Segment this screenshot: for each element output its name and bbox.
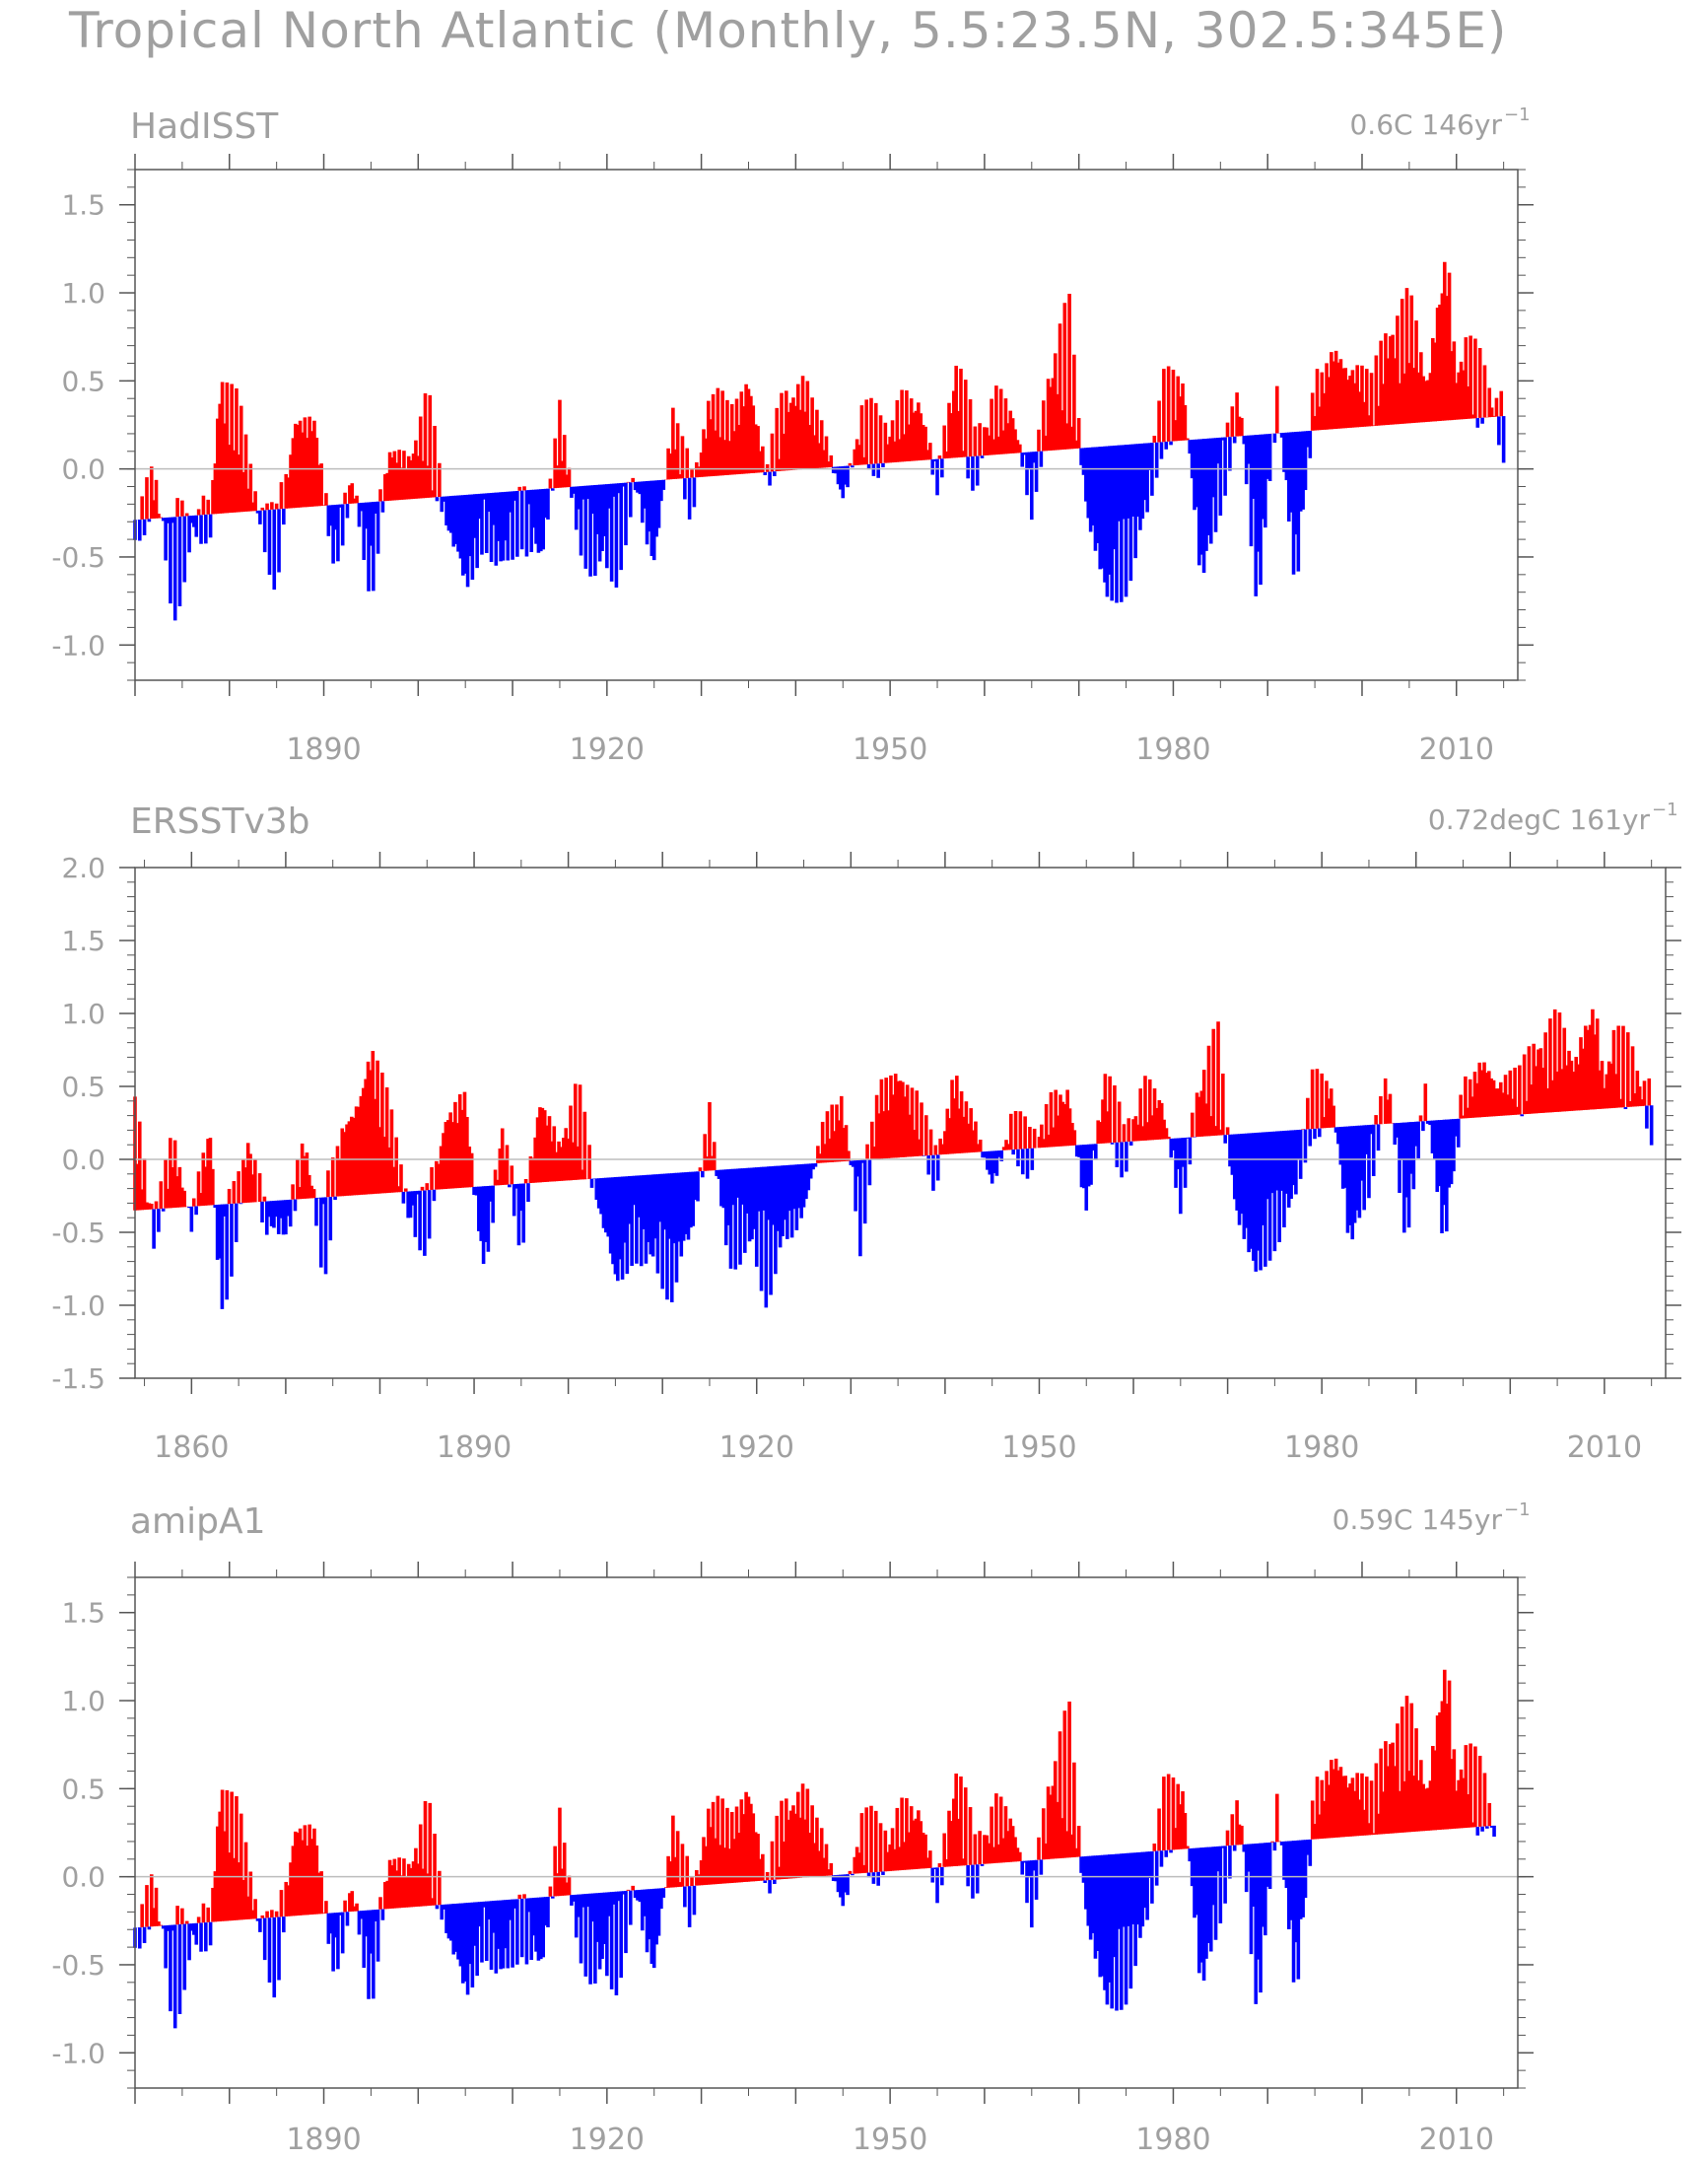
y-tick-label: 1.5 — [61, 925, 105, 957]
plot-frame — [134, 867, 1667, 1379]
y-tick-label: -0.5 — [51, 541, 105, 574]
x-tick-label: 1980 — [1284, 1430, 1359, 1465]
panel-2: ERSSTv3b 0.72degC 161yr −1 2.0 1.5 1.0 0.5 0.0 -… — [51, 800, 1681, 1465]
x-tick-label: 1920 — [570, 732, 645, 767]
trend-label-exponent: −1 — [1652, 800, 1678, 820]
figure-title: Tropical North Atlantic (Monthly, 5.5:23… — [68, 2, 1507, 59]
x-tick-label: 1920 — [719, 1430, 794, 1465]
x-tick-label: 1980 — [1135, 2123, 1210, 2157]
y-tick-label: 0.5 — [61, 1773, 105, 1805]
x-tick-label: 1980 — [1135, 732, 1210, 767]
y-tick-label: -0.5 — [51, 1949, 105, 1982]
y-tick-label: 0.0 — [61, 1144, 105, 1176]
y-tick-label: 0.5 — [61, 365, 105, 397]
x-tick-label: 1950 — [853, 2123, 927, 2157]
x-tick-label: 1950 — [853, 732, 927, 767]
y-tick-label: 0.0 — [61, 453, 105, 486]
y-tick-label: 1.0 — [61, 1685, 105, 1717]
panel-subtitle: HadISST — [130, 106, 279, 147]
y-tick-label: -1.0 — [51, 1289, 105, 1322]
panel-3: amipA1 0.59C 145yr −1 1.5 1.0 0.5 0.0 -0.5 -1.0 1… — [51, 1499, 1534, 2157]
plot-frame — [134, 1576, 1519, 2089]
x-tick-label: 1890 — [437, 1430, 512, 1465]
y-tick-label: -0.5 — [51, 1217, 105, 1249]
y-tick-label: 1.0 — [61, 998, 105, 1030]
y-tick-label: 1.5 — [61, 189, 105, 222]
y-tick-label: 1.0 — [61, 277, 105, 310]
y-tick-label: -1.0 — [51, 629, 105, 662]
y-tick-label: 0.0 — [61, 1861, 105, 1894]
trend-label: 0.72degC 161yr — [1428, 803, 1651, 836]
x-tick-label: 2010 — [1567, 1430, 1642, 1465]
x-tick-label: 1890 — [286, 732, 361, 767]
x-tick-label: 1950 — [1001, 1430, 1076, 1465]
trend-label: 0.59C 145yr — [1332, 1503, 1503, 1536]
x-tick-label: 1890 — [286, 2123, 361, 2157]
panels: HadISST 0.6C 146yr −11.51.00.50.0-0.5-1.01… — [51, 105, 1681, 2157]
y-tick-label: -1.0 — [51, 2037, 105, 2069]
panel-subtitle: amipA1 — [130, 1501, 266, 1542]
x-tick-label: 2010 — [1419, 2123, 1494, 2157]
anomaly-series — [133, 1669, 1496, 2029]
panel-subtitle: ERSSTv3b — [130, 801, 310, 842]
plot-frame — [134, 169, 1519, 681]
x-tick-label: 1860 — [154, 1430, 229, 1465]
y-tick-label: 0.5 — [61, 1071, 105, 1103]
x-tick-label: 2010 — [1419, 732, 1494, 767]
trend-label: 0.6C 146yr — [1349, 108, 1502, 141]
anomaly-series — [133, 1009, 1654, 1309]
y-tick-label: -1.5 — [51, 1362, 105, 1395]
panel-1: HadISST 0.6C 146yr −1 1.5 1.0 0.5 0.0 -0.5 -1.0 1… — [51, 105, 1534, 767]
trend-label-exponent: −1 — [1504, 105, 1531, 125]
x-tick-label: 1920 — [570, 2123, 645, 2157]
anomaly-series — [133, 261, 1506, 621]
y-tick-label: 1.5 — [61, 1597, 105, 1630]
y-tick-label: 2.0 — [61, 852, 105, 884]
trend-label-exponent: −1 — [1504, 1499, 1531, 1520]
